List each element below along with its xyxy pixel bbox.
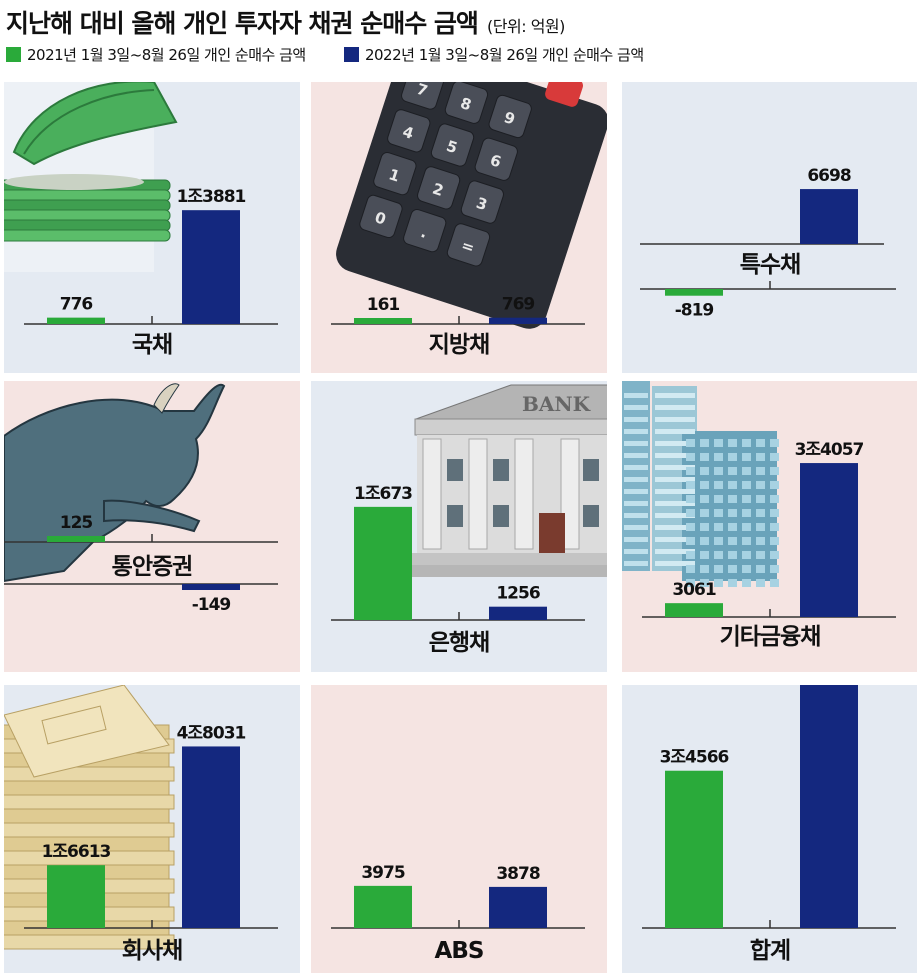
panel-4: 125 -149 통안증권: [4, 381, 300, 672]
chart-title: 지난해 대비 올해 개인 투자자 채권 순매수 금액: [6, 9, 479, 38]
panel-6: 3061 3조4057 기타금융채: [622, 381, 917, 672]
legend-item-2022: 2022년 1월 3일~8월 26일 개인 순매수 금액: [343, 44, 644, 65]
title-row: 지난해 대비 올해 개인 투자자 채권 순매수 금액 (단위: 억원): [6, 4, 565, 40]
chart-header: 지난해 대비 올해 개인 투자자 채권 순매수 금액 (단위: 억원) 2021…: [0, 0, 917, 80]
value-label-2022: 6698: [807, 166, 850, 186]
value-label-2022: 3878: [496, 864, 539, 884]
bar-2022: [800, 189, 858, 244]
panel-5: BANK 1조673 1256 은행채: [311, 381, 607, 672]
bar-2022: [182, 210, 240, 324]
bar-2021: [665, 603, 723, 617]
bar-2021: [354, 318, 412, 324]
bar-2021: [354, 885, 412, 928]
bar-2021: [47, 865, 105, 928]
value-label-2021: 161: [367, 295, 400, 315]
legend: 2021년 1월 3일~8월 26일 개인 순매수 금액 2022년 1월 3일…: [6, 44, 678, 65]
category-label: 은행채: [429, 630, 489, 656]
value-label-2022: 769: [502, 295, 535, 315]
value-label-2022: 1256: [496, 584, 539, 604]
panel-1: 776 1조3881 국채: [4, 82, 300, 373]
category-label: 특수채: [740, 252, 800, 278]
panel-8: 3975 3878 ABS: [311, 685, 607, 973]
panel-9: 3조456610조8422합계: [622, 685, 917, 973]
legend-item-2021: 2021년 1월 3일~8월 26일 개인 순매수 금액: [6, 44, 306, 65]
value-label-2022: -149: [192, 595, 231, 615]
unit-note: (단위: 억원): [487, 17, 565, 36]
svg-text:=: =: [459, 236, 477, 257]
bar-2022: [182, 584, 240, 590]
value-label-2021: 3조4566: [660, 748, 729, 768]
panel-chart-8: 3975 3878 ABS: [331, 863, 585, 964]
office-building-icon: [622, 381, 779, 587]
value-label-2022: 3조4057: [795, 440, 864, 460]
category-label: 통안증권: [112, 554, 193, 580]
money-bundle-icon: [4, 82, 178, 272]
svg-text:BANK: BANK: [522, 392, 591, 416]
value-label-2021: 3061: [672, 580, 715, 600]
panel-chart-5: BANK 1조673 1256 은행채: [331, 384, 607, 656]
panel-chart-9: 3조456610조8422합계: [642, 685, 896, 964]
panel-chart-3: -819 6698 특수채: [640, 166, 896, 321]
value-label-2021: 3975: [361, 863, 404, 883]
category-label: 기타금융채: [720, 624, 821, 650]
bull-icon: [4, 383, 226, 583]
value-label-2022: 4조8031: [177, 723, 246, 743]
bar-2021: [665, 289, 723, 296]
bar-2022: [800, 463, 858, 617]
svg-text:.: .: [419, 223, 430, 242]
panel-3: -819 6698 특수채: [622, 82, 917, 373]
bar-2022: [182, 746, 240, 928]
legend-label-2022: 2022년 1월 3일~8월 26일 개인 순매수 금액: [364, 46, 644, 64]
panel-chart-7: 1조6613 4조8031 회사채: [4, 685, 278, 964]
bar-2021: [47, 536, 105, 542]
bank-building-icon: BANK: [407, 384, 607, 577]
category-label: 합계: [750, 938, 790, 964]
value-label-2021: 776: [60, 295, 93, 315]
panel-chart-6: 3061 3조4057 기타금융채: [622, 381, 896, 650]
value-label-2021: 1조6613: [42, 842, 111, 862]
bar-2022: [489, 317, 547, 324]
category-label: 지방채: [429, 332, 489, 358]
bar-2022: [489, 606, 547, 620]
legend-swatch-2022: [343, 47, 359, 62]
panel-chart-4: 125 -149 통안증권: [4, 383, 278, 615]
bar-2021: [47, 317, 105, 324]
legend-swatch-2021: [6, 47, 21, 62]
panel-7: 1조6613 4조8031 회사채: [4, 685, 300, 973]
value-label-2022: 1조3881: [177, 187, 246, 207]
value-label-2021: 125: [60, 513, 93, 533]
panel-2: 7 8 9 4 5 6 1 2 3 0. = 161 769 지방채: [311, 82, 607, 373]
bar-2022: [800, 685, 858, 928]
bar-2021: [354, 506, 412, 620]
legend-label-2021: 2021년 1월 3일~8월 26일 개인 순매수 금액: [27, 46, 306, 64]
bar-2022: [489, 886, 547, 928]
bar-2021: [665, 770, 723, 928]
category-label: 회사채: [122, 938, 182, 964]
category-label: ABS: [435, 938, 484, 964]
value-label-2021: -819: [675, 301, 714, 321]
panel-chart-1: 776 1조3881 국채: [4, 82, 278, 358]
value-label-2021: 1조673: [354, 484, 412, 504]
category-label: 국채: [132, 332, 172, 358]
